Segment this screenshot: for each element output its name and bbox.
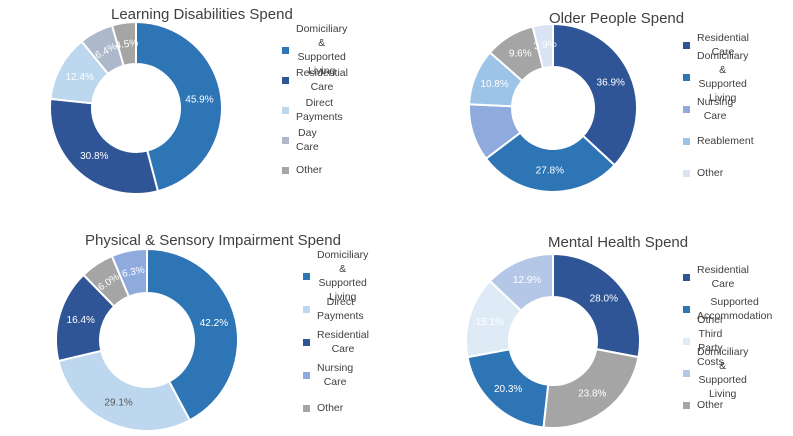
slice-other <box>531 22 554 70</box>
legend-label: Other Third Party Costs <box>697 314 724 368</box>
legend-swatch <box>303 404 310 412</box>
legend-swatch <box>683 273 690 281</box>
legend-item-domiciliary-supported-living: Domiciliary & Supported Living <box>683 49 748 105</box>
legend-swatch <box>683 337 690 345</box>
legend-swatch <box>683 305 690 313</box>
legend-item-direct-payments: Direct Payments <box>282 96 343 124</box>
legend-label: Residential Care <box>697 264 749 290</box>
slice-value-label: 10.8% <box>480 79 508 90</box>
legend-item-residential-care: Residential Care <box>303 328 369 356</box>
legend-swatch <box>282 46 289 54</box>
slice-domiciliary-supported-living <box>488 252 554 313</box>
legend-label: Other <box>697 399 724 411</box>
legend-swatch <box>303 305 310 313</box>
slice-value-label: 20.3% <box>494 384 522 395</box>
legend-item-direct-payments: Direct Payments <box>303 295 364 323</box>
legend-swatch <box>683 401 690 409</box>
legend-label: Other <box>317 402 344 414</box>
legend-swatch <box>683 369 690 377</box>
slice-value-label: 15.1% <box>476 317 504 328</box>
legend-swatch <box>683 169 690 177</box>
legend-swatch <box>303 272 310 280</box>
slice-value-label: 23.8% <box>578 389 606 400</box>
legend-item-residential-care: Residential Care <box>282 66 348 94</box>
slice-residential-care <box>49 97 160 195</box>
chart-title: Mental Health Spend <box>548 234 689 251</box>
legend-label: Residential Care <box>296 67 348 93</box>
legend-swatch <box>282 166 289 174</box>
legend-swatch <box>282 106 289 114</box>
slice-value-label: 29.1% <box>104 397 132 408</box>
slice-other <box>542 348 640 429</box>
slice-value-label: 36.9% <box>597 77 625 88</box>
legend-item-other: Other <box>282 163 322 177</box>
slice-residential-care <box>552 22 638 167</box>
slice-value-label: 3.9% <box>533 39 557 53</box>
legend-item-residential-care: Residential Care <box>683 263 749 291</box>
legend-item-other: Other <box>303 401 343 415</box>
slice-value-label: 27.8% <box>536 165 564 176</box>
slice-value-label: 12.9% <box>513 275 541 286</box>
legend-item-domiciliary-supported-living: Domiciliary & Supported Living <box>303 248 368 304</box>
legend-swatch <box>282 76 289 84</box>
slice-value-label: 45.9% <box>185 94 213 105</box>
legend-item-other-third-party-costs: Other Third Party Costs <box>683 313 724 369</box>
slice-nursing-care <box>110 247 148 298</box>
legend-label: Direct Payments <box>296 97 343 123</box>
legend-item-residential-care: Residential Care <box>683 31 749 59</box>
slice-value-label: 16.4% <box>67 315 95 326</box>
legend-item-domiciliary-supported-living: Domiciliary & Supported Living <box>683 345 748 401</box>
legend-swatch <box>282 136 289 144</box>
legend-item-nursing-care: Nursing Care <box>303 361 353 389</box>
legend-item-other: Other <box>683 398 723 412</box>
slice-direct-payments <box>57 349 192 432</box>
chart-title: Older People Spend <box>549 10 685 27</box>
slice-value-label: 28.0% <box>590 293 618 304</box>
slice-value-label: 42.2% <box>200 318 228 329</box>
legend-item-domiciliary-supported-living: Domiciliary & Supported Living <box>282 22 347 78</box>
legend-swatch <box>683 105 690 113</box>
legend-label: Supported Accommodation <box>697 296 773 322</box>
legend-item-day-care: Day Care <box>282 126 319 154</box>
legend-label: Other <box>697 167 724 179</box>
slice-domiciliary-supported-living <box>484 131 617 193</box>
legend-label: Reablement <box>697 135 754 147</box>
legend-swatch <box>303 338 310 346</box>
chart-title: Learning Disabilities Spend <box>111 6 293 23</box>
legend-label: Domiciliary & Supported Living <box>317 249 369 303</box>
legend-label: Nursing Care <box>697 96 734 122</box>
slice-other <box>110 20 137 67</box>
legend-swatch <box>683 73 690 81</box>
legend-label: Domiciliary & Supported Living <box>697 50 749 104</box>
legend-label: Direct Payments <box>317 296 364 322</box>
slice-value-label: 12.4% <box>66 72 94 83</box>
legend-label: Other <box>296 164 323 176</box>
legend-item-nursing-care: Nursing Care <box>683 95 733 123</box>
legend-swatch <box>683 137 690 145</box>
slice-domiciliary-supported-living <box>135 20 223 193</box>
chart-title: Physical & Sensory Impairment Spend <box>85 232 341 249</box>
legend-swatch <box>303 371 310 379</box>
legend-label: Domiciliary & Supported Living <box>296 23 348 77</box>
slice-value-label: 30.8% <box>80 151 108 162</box>
slice-value-label: 4.5% <box>115 38 139 52</box>
legend-swatch <box>683 41 690 49</box>
slice-domiciliary-supported-living <box>146 247 239 422</box>
legend-label: Day Care <box>296 127 319 153</box>
legend-item-reablement: Reablement <box>683 134 754 148</box>
slice-value-label: 9.6% <box>509 49 532 60</box>
slice-residential-care <box>552 252 641 359</box>
legend-label: Residential Care <box>697 32 749 58</box>
legend-item-supported-accommodation: Supported Accommodation <box>683 295 772 323</box>
legend-item-other: Other <box>683 166 723 180</box>
legend-label: Nursing Care <box>317 362 354 388</box>
legend-label: Residential Care <box>317 329 369 355</box>
legend-label: Domiciliary & Supported Living <box>697 346 749 400</box>
slice-value-label: 6.3% <box>121 265 146 280</box>
